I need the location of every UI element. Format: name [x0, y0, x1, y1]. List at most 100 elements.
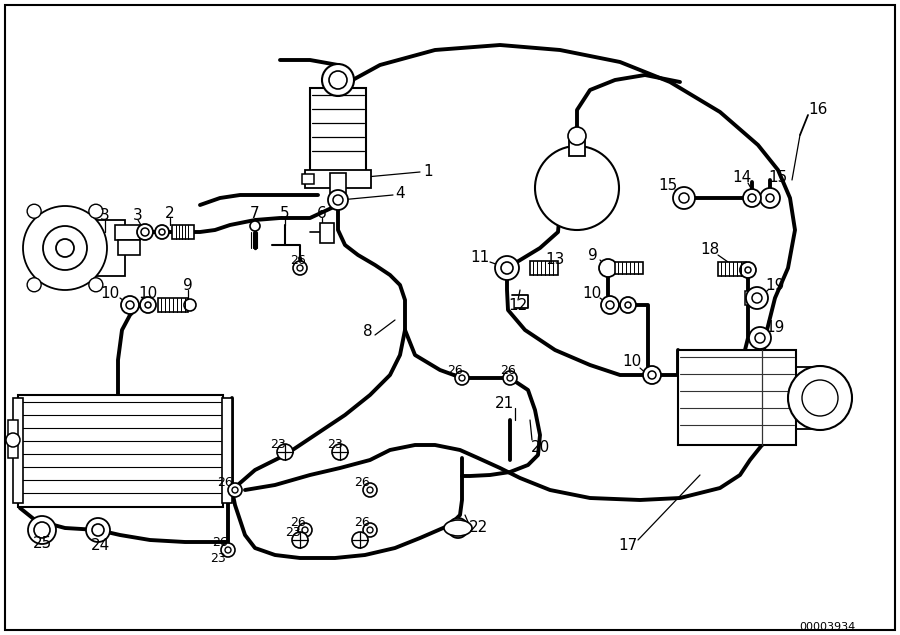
Text: 26: 26 [354, 516, 370, 530]
Bar [95, 220, 125, 276]
Circle shape [155, 225, 169, 239]
Circle shape [126, 301, 134, 309]
Text: 26: 26 [290, 253, 306, 267]
Bar [115, 225, 140, 240]
Text: 20: 20 [530, 441, 550, 455]
Text: 3: 3 [100, 208, 110, 224]
Text: 19: 19 [765, 277, 785, 293]
Bar [158, 298, 188, 312]
Circle shape [89, 204, 103, 218]
Circle shape [503, 371, 517, 385]
Circle shape [755, 333, 765, 343]
Circle shape [141, 228, 149, 236]
Circle shape [56, 239, 74, 257]
Circle shape [625, 302, 631, 308]
Circle shape [749, 327, 771, 349]
Bar [118, 240, 140, 255]
Text: 13: 13 [545, 253, 564, 267]
Circle shape [495, 256, 519, 280]
Circle shape [766, 194, 774, 202]
Circle shape [367, 527, 373, 533]
Text: 14: 14 [733, 171, 751, 185]
Circle shape [297, 265, 303, 271]
Text: 26: 26 [217, 476, 233, 490]
Circle shape [250, 221, 260, 231]
Text: 2: 2 [166, 206, 175, 222]
Text: 18: 18 [700, 243, 720, 258]
Circle shape [363, 483, 377, 497]
Circle shape [43, 226, 87, 270]
Bar [569, 138, 585, 156]
Circle shape [92, 524, 104, 536]
Text: 26: 26 [500, 363, 516, 377]
Circle shape [298, 523, 312, 537]
Bar [745, 291, 759, 305]
Text: 10: 10 [101, 286, 120, 300]
Text: 10: 10 [139, 286, 158, 300]
Circle shape [568, 127, 586, 145]
Text: 26: 26 [447, 363, 463, 377]
Text: 4: 4 [395, 185, 405, 201]
Text: 26: 26 [290, 516, 306, 530]
Circle shape [802, 380, 838, 416]
Circle shape [367, 487, 373, 493]
Circle shape [293, 261, 307, 275]
Text: 8: 8 [364, 324, 373, 340]
Circle shape [748, 194, 756, 202]
Circle shape [329, 71, 347, 89]
Text: 16: 16 [808, 102, 828, 117]
Text: 26: 26 [354, 476, 370, 490]
Ellipse shape [444, 520, 472, 536]
Text: 23: 23 [210, 552, 226, 565]
Circle shape [740, 262, 756, 278]
Text: 10: 10 [623, 354, 642, 370]
Bar [13, 398, 23, 503]
Text: 11: 11 [471, 250, 490, 265]
Text: 7: 7 [250, 206, 260, 220]
Circle shape [507, 375, 513, 381]
Circle shape [620, 297, 636, 313]
Text: 26: 26 [212, 537, 228, 549]
Circle shape [352, 532, 368, 548]
Text: 23: 23 [270, 439, 286, 451]
Text: 22: 22 [468, 521, 488, 535]
Circle shape [23, 206, 107, 290]
Circle shape [277, 444, 293, 460]
Bar [222, 398, 232, 503]
Circle shape [86, 518, 110, 542]
Bar [305, 170, 371, 188]
Circle shape [535, 146, 619, 230]
Text: 24: 24 [90, 537, 110, 552]
Text: 00003934: 00003934 [799, 622, 855, 632]
Bar [18, 395, 223, 507]
Circle shape [302, 527, 308, 533]
Circle shape [225, 547, 231, 553]
Circle shape [363, 523, 377, 537]
Text: 6: 6 [317, 206, 327, 220]
Circle shape [322, 64, 354, 96]
Circle shape [745, 267, 751, 273]
Circle shape [121, 296, 139, 314]
Circle shape [137, 224, 153, 240]
Circle shape [788, 366, 852, 430]
Circle shape [601, 296, 619, 314]
Text: 21: 21 [495, 396, 515, 410]
Text: 1: 1 [423, 164, 433, 180]
Circle shape [673, 187, 695, 209]
Circle shape [328, 190, 348, 210]
Circle shape [159, 229, 165, 235]
Circle shape [746, 287, 768, 309]
Circle shape [6, 433, 20, 447]
Circle shape [333, 195, 343, 205]
Text: 9: 9 [183, 277, 193, 293]
Text: 9: 9 [588, 248, 598, 262]
Circle shape [232, 487, 238, 493]
Circle shape [760, 188, 780, 208]
Bar [8, 420, 18, 458]
Text: 10: 10 [582, 286, 601, 300]
Circle shape [455, 371, 469, 385]
Circle shape [221, 543, 235, 557]
Text: 3: 3 [133, 208, 143, 224]
Bar [678, 350, 796, 445]
Circle shape [27, 204, 41, 218]
